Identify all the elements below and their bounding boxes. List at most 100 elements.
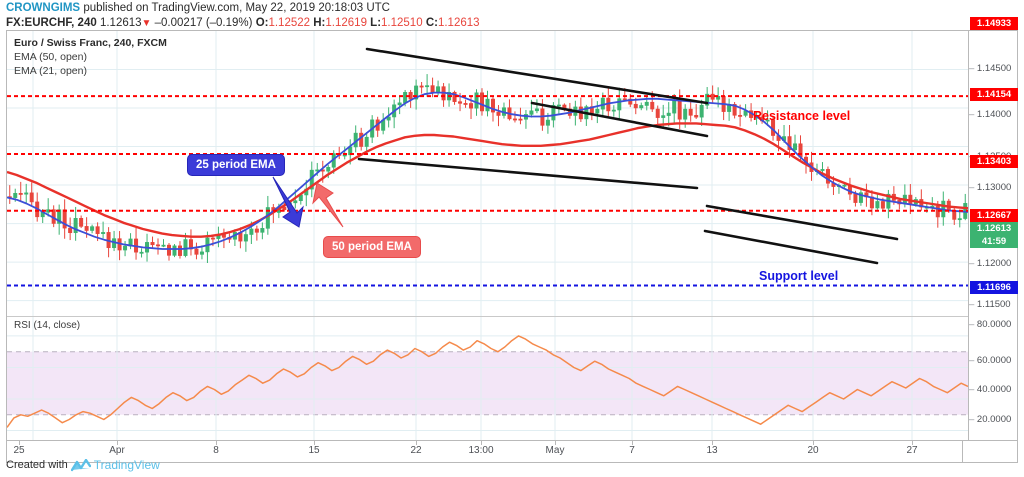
time-label-13: 13: [706, 445, 718, 456]
candle-body: [79, 218, 84, 227]
symbol-ticker[interactable]: FX:EURCHF, 240: [6, 17, 97, 29]
pane-separator[interactable]: [7, 316, 968, 317]
time-label-1300: 13:00: [468, 445, 494, 456]
candle-body: [650, 101, 655, 110]
price-axis[interactable]: – 1.14500– 1.14000– 1.13500– 1.13000– 1.…: [968, 17, 1018, 440]
candle-body: [485, 98, 490, 112]
candlestick-series[interactable]: [7, 74, 968, 264]
down-triangle-icon: ▼: [141, 18, 152, 29]
candle-body: [496, 111, 501, 116]
candle-body: [199, 251, 204, 255]
candle-body: [13, 193, 18, 198]
candle-body: [210, 237, 215, 240]
rsi-pane[interactable]: RSI (14, close): [7, 317, 968, 440]
ema25-callout-arrow: [272, 176, 304, 228]
price-plot[interactable]: [7, 31, 968, 316]
time-tick: [416, 441, 417, 445]
candle-body: [705, 93, 710, 106]
candle-body: [875, 201, 880, 209]
candle-body: [249, 228, 254, 235]
candle-body: [683, 108, 688, 120]
chart-frame[interactable]: Euro / Swiss Franc, 240, FXCM EMA (50, o…: [6, 17, 1018, 441]
candle-body: [699, 104, 704, 118]
price-label-resistance-1: 1.14154: [970, 88, 1018, 101]
price-tick-1.13000: – 1.13000: [969, 182, 1012, 193]
candle-body: [403, 92, 408, 104]
time-label-22: 22: [410, 445, 422, 456]
candle-body: [419, 85, 424, 88]
candle-body: [150, 242, 155, 246]
candle-body: [556, 104, 561, 107]
time-label-7: 7: [629, 445, 635, 456]
rsi-tick-60.0000: – 60.0000: [969, 355, 1012, 366]
open-label: O:: [255, 17, 269, 29]
price-tick-1.14000: – 1.14000: [969, 109, 1012, 120]
candle-body: [490, 98, 495, 113]
candle-body: [425, 85, 430, 88]
legend-ema50: EMA (50, open): [14, 51, 87, 63]
candle-body: [952, 210, 957, 220]
candle-body: [666, 112, 671, 116]
candle-body: [617, 98, 622, 111]
ema50-callout-arrow: [312, 182, 344, 228]
candle-body: [29, 192, 34, 203]
rsi-plot[interactable]: [7, 317, 968, 440]
rsi-tick-80.0000: – 80.0000: [969, 319, 1012, 330]
candle-body: [474, 92, 479, 109]
rsi-legend: RSI (14, close): [14, 320, 81, 331]
candle-body: [243, 234, 248, 242]
trendline: [705, 204, 899, 241]
publisher-name[interactable]: CROWNGIMS: [6, 2, 81, 14]
candle-body: [595, 108, 600, 114]
open-value: 1.12522: [268, 17, 311, 29]
candle-body: [880, 201, 885, 209]
candle-body: [957, 218, 962, 221]
candle-body: [787, 136, 792, 151]
price-legend: Euro / Swiss Franc, 240, FXCM EMA (50, o…: [14, 36, 167, 78]
time-tick: [555, 441, 556, 445]
time-axis-right-cap: [962, 441, 1019, 462]
candle-body: [644, 101, 649, 106]
candle-body: [732, 104, 737, 116]
chart-header: CROWNGIMS published on TradingView.com, …: [6, 2, 1018, 31]
candle-body: [858, 192, 863, 203]
candle-body: [480, 92, 485, 112]
time-axis[interactable]: 25 Apr 8 15 22 13:00 May 7 13 20 27: [6, 441, 1018, 463]
price-pane[interactable]: Euro / Swiss Franc, 240, FXCM EMA (50, o…: [7, 31, 968, 316]
time-tick: [216, 441, 217, 445]
rsi-line: [7, 335, 968, 428]
price-label-top-clipped: 1.14933: [970, 17, 1018, 30]
trendline: [530, 101, 709, 138]
candle-body: [545, 119, 550, 126]
candle-body: [628, 98, 633, 105]
candle-body: [18, 193, 23, 195]
candle-body: [123, 245, 128, 251]
candle-body: [458, 101, 463, 104]
candle-body: [551, 105, 556, 121]
candle-body: [166, 244, 171, 256]
candle-body: [518, 118, 523, 121]
time-label-25: 25: [13, 445, 25, 456]
low-value: 1.12510: [381, 17, 423, 29]
low-label: L:: [370, 17, 382, 29]
candle-body: [282, 206, 287, 211]
candle-body: [672, 100, 677, 114]
rsi-tick-20.0000: – 20.0000: [969, 414, 1012, 425]
candle-body: [364, 136, 369, 147]
trendline: [357, 157, 699, 190]
publication-meta: published on TradingView.com, May 22, 20…: [83, 2, 390, 14]
candle-body: [463, 103, 468, 105]
price-tick-1.14500: – 1.14500: [969, 63, 1012, 74]
candle-body: [842, 184, 847, 187]
candle-body: [84, 226, 89, 231]
tradingview-brand[interactable]: TradingView: [93, 458, 160, 472]
time-tick: [912, 441, 913, 445]
price-tick-1.12000: – 1.12000: [969, 258, 1012, 269]
close-label: C:: [425, 17, 438, 29]
candle-body: [397, 102, 402, 106]
price-label-last: 1.12613: [970, 222, 1018, 235]
candle-body: [793, 143, 798, 151]
candle-body: [161, 244, 166, 247]
candle-body: [177, 245, 182, 256]
